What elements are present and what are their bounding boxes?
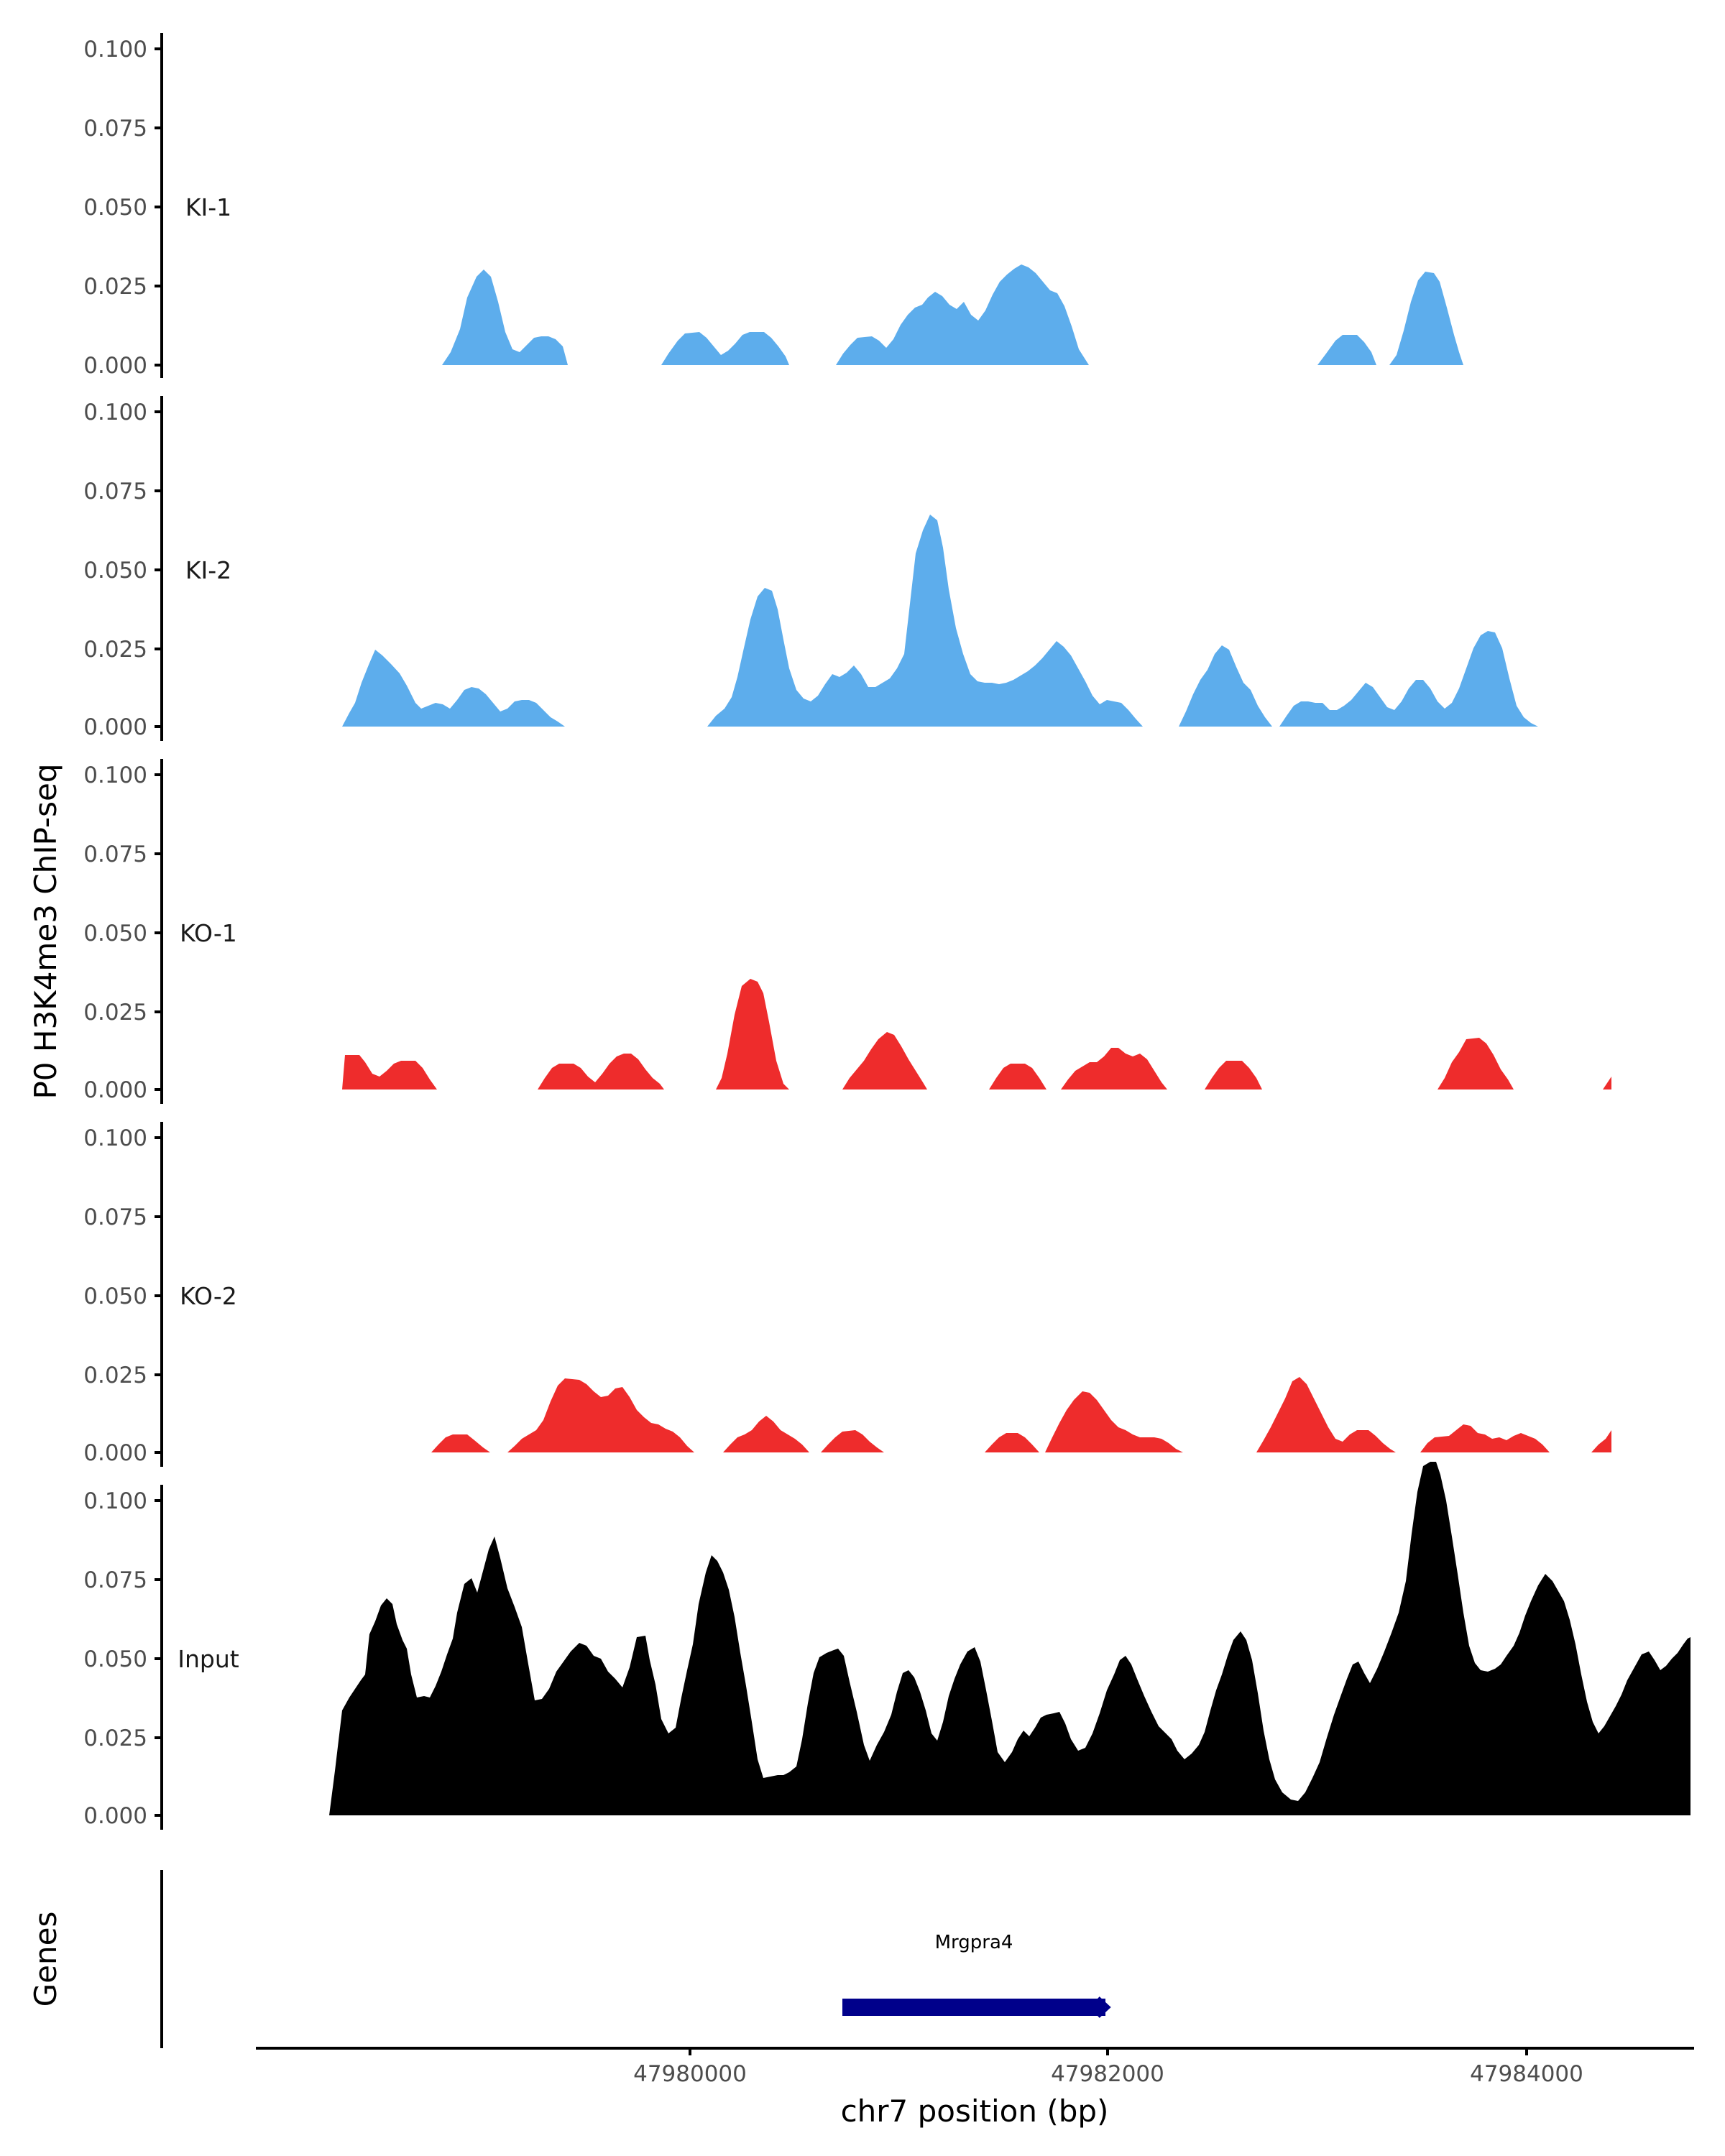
track-ko-2: KO-2 xyxy=(180,1282,1611,1452)
y-tick-label: 0.050 xyxy=(83,195,147,221)
y-tick-label: 0.025 xyxy=(83,1363,147,1388)
y-tick-label: 0.075 xyxy=(83,479,147,505)
y-ticks-ko-2: 0.100 0.075 0.050 0.025 0.000 xyxy=(83,1125,162,1466)
track-ko-2-area xyxy=(431,1377,1611,1452)
y-tick-label: 0.000 xyxy=(83,714,147,740)
y-tick-label: 0.075 xyxy=(83,1204,147,1230)
tracks-layer: KI-1 KI-2 KO-1 KO-2 Input xyxy=(178,193,1690,1815)
track-ko-1: KO-1 xyxy=(180,919,1611,1089)
y-tick-label: 0.050 xyxy=(83,1646,147,1672)
gene-label: Mrgpra4 xyxy=(935,1932,1013,1953)
x-tick-label: 47984000 xyxy=(1470,2061,1583,2087)
y-ticks-ki-2: 0.100 0.075 0.050 0.025 0.000 xyxy=(83,400,162,740)
gene-body xyxy=(842,1999,1105,2016)
genes-axis-title: Genes xyxy=(28,1912,63,2007)
y-tick-label: 0.100 xyxy=(83,1488,147,1514)
y-tick-label: 0.100 xyxy=(83,763,147,788)
y-tick-label: 0.000 xyxy=(83,1440,147,1466)
track-ki-2: KI-2 xyxy=(185,515,1538,727)
genes-panel: Genes Mrgpra4 47980000 47982000 47984000… xyxy=(28,1870,1694,2129)
x-tick-label: 47982000 xyxy=(1051,2061,1164,2087)
track-ko-1-label: KO-1 xyxy=(180,919,237,947)
track-ko-2-label: KO-2 xyxy=(180,1282,237,1310)
track-ko-1-area xyxy=(342,979,1611,1089)
y-ticks-input: 0.100 0.075 0.050 0.025 0.000 xyxy=(83,1488,162,1829)
y-tick-label: 0.025 xyxy=(83,1726,147,1751)
x-tick-label: 47980000 xyxy=(633,2061,747,2087)
track-input: Input xyxy=(178,1462,1690,1815)
y-axes: 0.100 0.075 0.050 0.025 0.000 0.100 0.07… xyxy=(28,33,163,1830)
y-tick-label: 0.075 xyxy=(83,842,147,867)
y-tick-label: 0.000 xyxy=(83,1077,147,1103)
y-tick-label: 0.025 xyxy=(83,1000,147,1026)
y-tick-label: 0.050 xyxy=(83,558,147,584)
y-ticks-ko-1: 0.100 0.075 0.050 0.025 0.000 xyxy=(83,763,162,1103)
track-ki-2-area xyxy=(342,515,1538,727)
y-tick-label: 0.075 xyxy=(83,1567,147,1593)
y-tick-label: 0.000 xyxy=(83,353,147,379)
track-input-area xyxy=(329,1462,1690,1815)
y-tick-label: 0.100 xyxy=(83,400,147,425)
track-input-label: Input xyxy=(178,1645,239,1673)
gene-strand-arrow xyxy=(1097,1996,1111,2018)
y-tick-label: 0.050 xyxy=(83,1284,147,1309)
y-tick-label: 0.050 xyxy=(83,921,147,946)
track-ki-1-area xyxy=(442,264,1463,365)
y-tick-label: 0.075 xyxy=(83,116,147,142)
y-tick-label: 0.025 xyxy=(83,274,147,300)
x-axis-title: chr7 position (bp) xyxy=(841,2093,1109,2129)
y-tick-label: 0.100 xyxy=(83,37,147,63)
y-ticks-ki-1: 0.100 0.075 0.050 0.025 0.000 xyxy=(83,37,162,379)
y-tick-label: 0.025 xyxy=(83,637,147,663)
y-axis-title: P0 H3K4me3 ChIP-seq xyxy=(28,763,63,1099)
y-tick-label: 0.100 xyxy=(83,1125,147,1151)
track-ki-1: KI-1 xyxy=(185,193,1463,365)
y-tick-label: 0.000 xyxy=(83,1803,147,1829)
track-ki-1-label: KI-1 xyxy=(185,193,231,221)
track-ki-2-label: KI-2 xyxy=(185,556,231,584)
